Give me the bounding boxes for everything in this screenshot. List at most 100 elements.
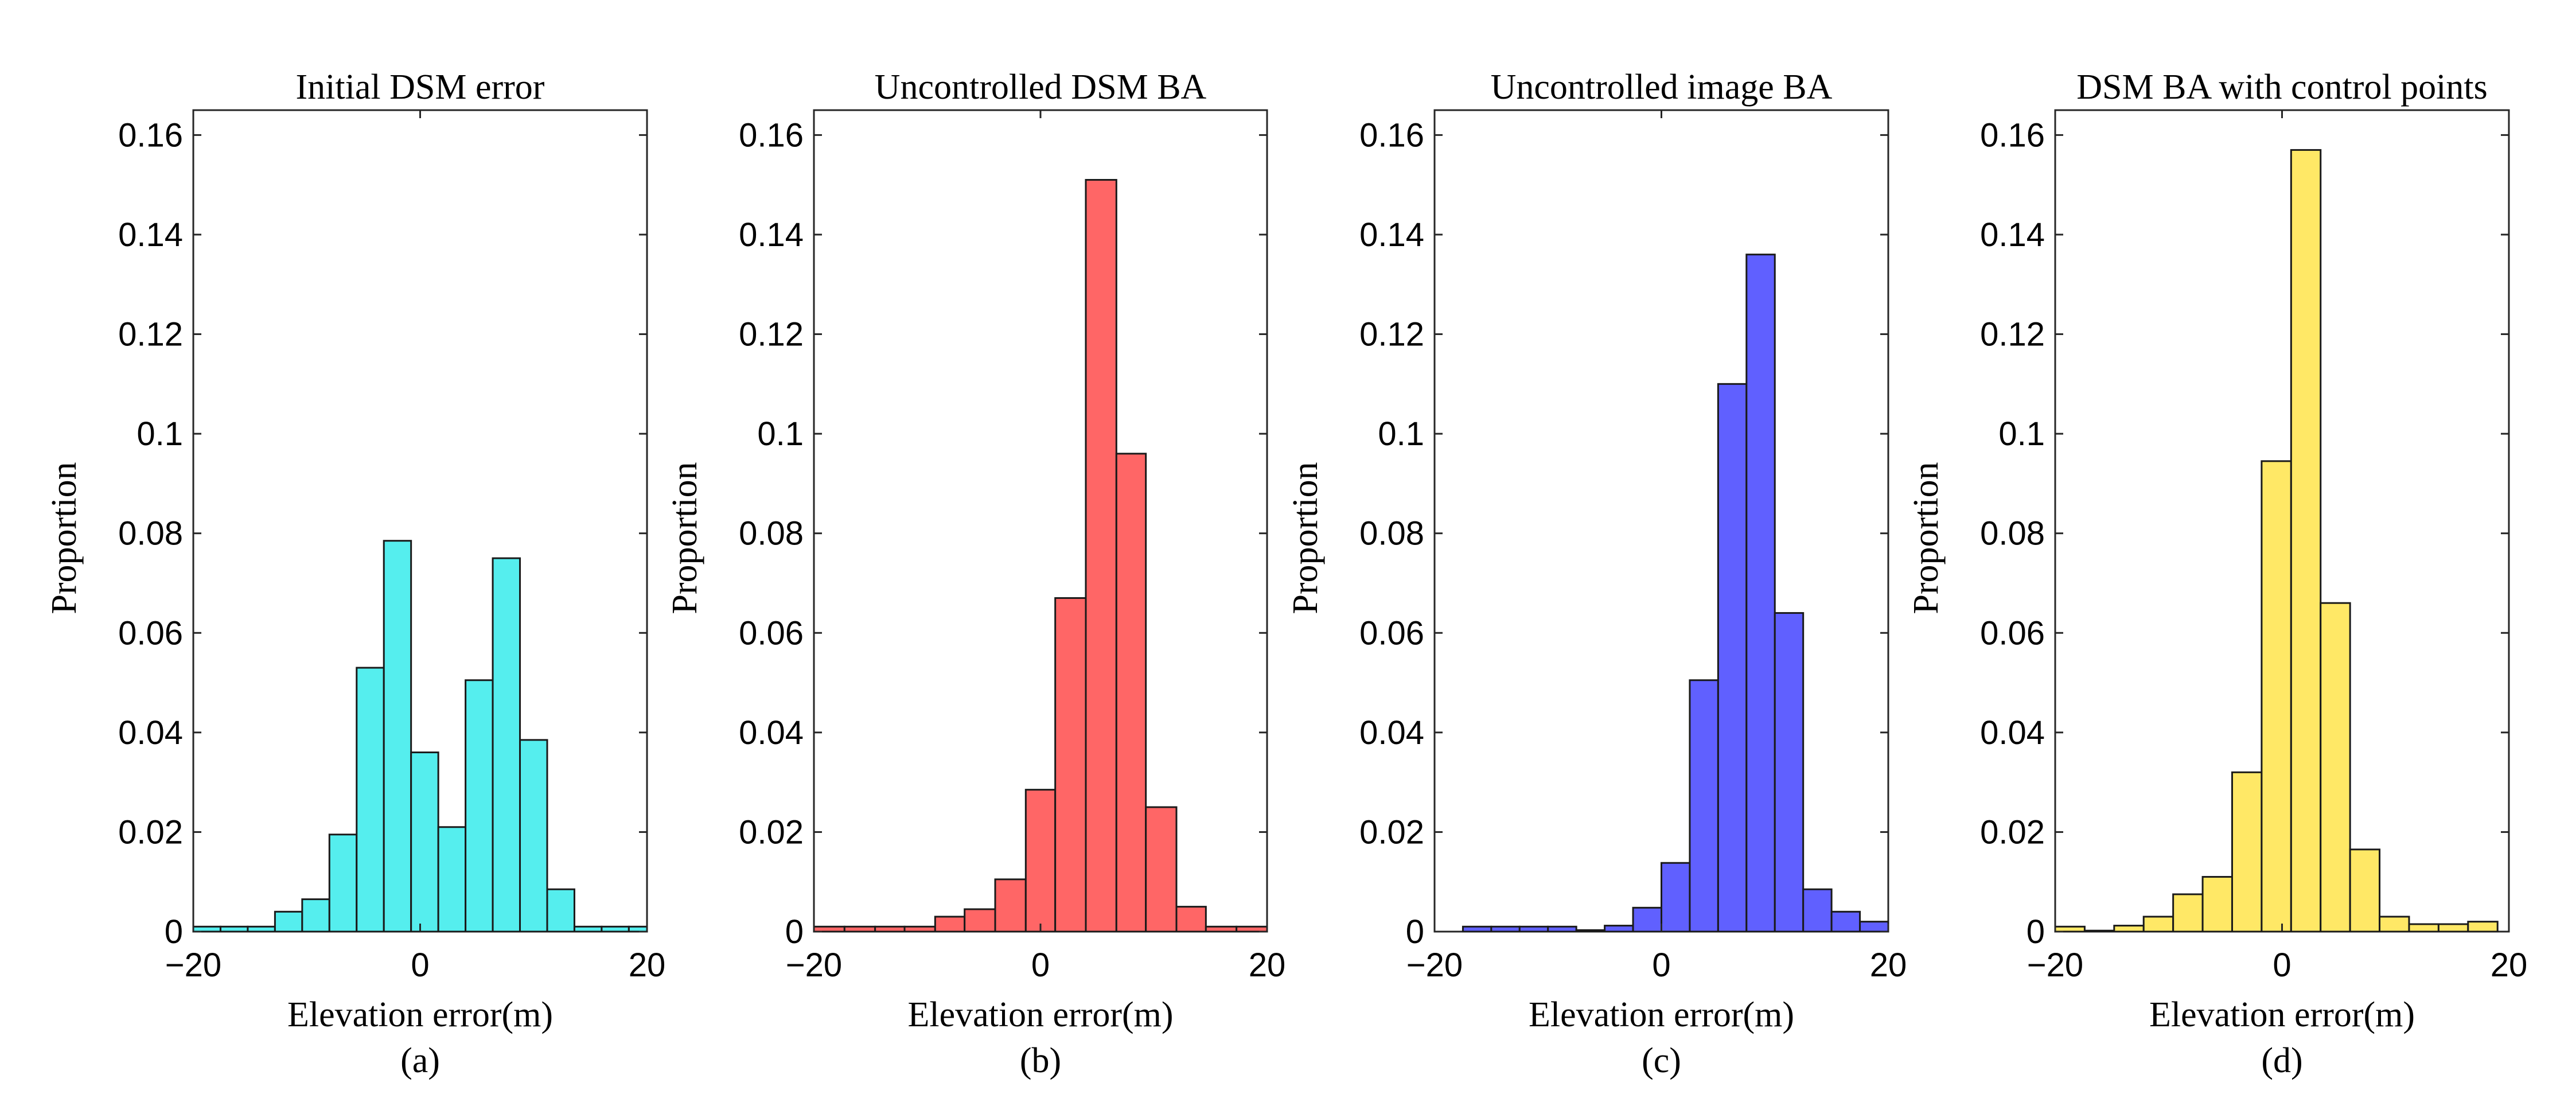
y-tick-label: 0 bbox=[2026, 913, 2045, 951]
histogram-bar bbox=[2142, 916, 2174, 933]
y-tick-label: 0.16 bbox=[739, 116, 804, 154]
histogram-bar bbox=[2467, 921, 2499, 933]
y-tick-label: 0.06 bbox=[739, 614, 804, 652]
y-tick-label: 0.08 bbox=[1980, 515, 2045, 552]
y-tick-label: 0.12 bbox=[118, 316, 183, 353]
y-axis-label: Proportion bbox=[45, 462, 84, 614]
panel-c: 00.020.040.060.080.10.120.140.16−20 0 20Un… bbox=[1286, 68, 1907, 1080]
histogram-bar bbox=[219, 925, 249, 933]
x-tick-label: 0 bbox=[2273, 947, 2291, 984]
histogram-bar bbox=[2408, 923, 2439, 933]
y-tick-label: 0.04 bbox=[118, 714, 183, 751]
y-tick-label: 0.16 bbox=[118, 116, 183, 154]
y-tick-label: 0.02 bbox=[1359, 813, 1424, 851]
histogram-bar bbox=[964, 908, 996, 933]
x-tick-label: −20 bbox=[786, 947, 842, 984]
histogram-bar bbox=[301, 898, 330, 933]
x-tick-label: 0 bbox=[1652, 947, 1670, 984]
y-tick-label: 0.12 bbox=[1980, 316, 2045, 353]
histogram-bar bbox=[1115, 453, 1147, 933]
y-tick-label: 0.12 bbox=[739, 316, 804, 353]
x-tick-label: −20 bbox=[165, 947, 221, 984]
histogram-bar bbox=[1661, 862, 1691, 933]
histogram-bar bbox=[274, 910, 303, 933]
histogram-bar bbox=[1802, 888, 1833, 933]
histogram-bar bbox=[2201, 876, 2233, 933]
x-tick-label: 0 bbox=[1031, 947, 1050, 984]
x-tick-label: −20 bbox=[1406, 947, 1463, 984]
panel-d: 00.020.040.060.080.10.120.140.16−20 0 20DS… bbox=[1907, 68, 2527, 1080]
y-tick-label: 0.04 bbox=[739, 714, 804, 751]
y-tick-label: 0 bbox=[165, 913, 183, 951]
x-axis-label: Elevation error(m) bbox=[2149, 995, 2415, 1034]
y-tick-label: 0.12 bbox=[1359, 316, 1424, 353]
y-tick-label: 0.14 bbox=[118, 216, 183, 254]
histogram-bar bbox=[1518, 925, 1549, 933]
x-axis-label: Elevation error(m) bbox=[287, 995, 553, 1034]
x-tick-label: −20 bbox=[2027, 947, 2083, 984]
histogram-bar bbox=[328, 834, 358, 933]
x-tick-label: 0 bbox=[411, 947, 429, 984]
chart-title: Initial DSM error bbox=[296, 68, 545, 107]
histogram-bar bbox=[2320, 602, 2351, 933]
histogram-bar bbox=[573, 925, 603, 933]
y-tick-label: 0.04 bbox=[1980, 714, 2045, 751]
y-tick-label: 0.14 bbox=[739, 216, 804, 254]
histogram-bar bbox=[601, 925, 630, 933]
panel-sublabel: (a) bbox=[400, 1041, 440, 1080]
histogram-bar bbox=[1717, 383, 1748, 933]
y-tick-label: 0.1 bbox=[137, 415, 183, 453]
y-tick-label: 0.1 bbox=[1378, 415, 1424, 453]
histogram-bar bbox=[2290, 149, 2322, 933]
x-tick-label: 20 bbox=[629, 947, 666, 984]
y-tick-label: 0.06 bbox=[1359, 614, 1424, 652]
histogram-bar bbox=[1632, 906, 1662, 933]
histogram-bar bbox=[1575, 929, 1606, 933]
histogram-bar bbox=[519, 739, 548, 933]
histogram-bar bbox=[903, 925, 936, 933]
y-axis-label: Proportion bbox=[665, 462, 704, 614]
histogram-bar bbox=[874, 925, 906, 933]
histogram-bar bbox=[1085, 179, 1117, 933]
y-tick-label: 0.08 bbox=[118, 515, 183, 552]
histogram-bar bbox=[1859, 921, 1889, 933]
histogram-bar bbox=[1774, 612, 1805, 933]
histogram-bar bbox=[2083, 929, 2115, 933]
histogram-bar bbox=[994, 878, 1027, 933]
histogram-bar bbox=[1054, 597, 1087, 933]
panel-a: 00.020.040.060.080.10.120.140.16−20 0 20In… bbox=[45, 68, 665, 1080]
chart-title: Uncontrolled DSM BA bbox=[875, 68, 1207, 107]
histogram-bar bbox=[492, 557, 521, 933]
panel-sublabel: (d) bbox=[2261, 1041, 2302, 1080]
y-tick-label: 0.02 bbox=[1980, 813, 2045, 851]
plot-frame bbox=[1433, 109, 1889, 933]
histogram-bar bbox=[1490, 925, 1521, 933]
y-tick-label: 0.14 bbox=[1359, 216, 1424, 254]
x-axis-label: Elevation error(m) bbox=[907, 995, 1173, 1034]
x-tick-label: 20 bbox=[2491, 947, 2528, 984]
x-tick-label: 20 bbox=[1870, 947, 1907, 984]
histogram-bar bbox=[1604, 925, 1634, 933]
y-tick-label: 0.14 bbox=[1980, 216, 2045, 254]
histogram-bar bbox=[546, 888, 575, 933]
y-tick-label: 0.04 bbox=[1359, 714, 1424, 751]
y-tick-label: 0.06 bbox=[1980, 614, 2045, 652]
histogram-bar bbox=[2437, 923, 2469, 933]
histogram-bar bbox=[2261, 460, 2292, 933]
histogram-bar bbox=[383, 540, 412, 933]
histogram-bar bbox=[1145, 806, 1178, 933]
histogram-bar bbox=[2379, 916, 2410, 933]
histogram-bar bbox=[934, 916, 966, 933]
y-tick-label: 0.06 bbox=[118, 614, 183, 652]
histogram-bar bbox=[2349, 848, 2381, 933]
histogram-bar bbox=[843, 925, 876, 933]
panel-b: 00.020.040.060.080.10.120.140.16−20 0 20Un… bbox=[665, 68, 1285, 1080]
histogram-bar bbox=[1830, 910, 1861, 933]
y-tick-label: 0.1 bbox=[1998, 415, 2045, 453]
histogram-bar bbox=[1547, 925, 1577, 933]
y-tick-label: 0.02 bbox=[118, 813, 183, 851]
histogram-bar bbox=[1462, 925, 1492, 933]
histogram-bar bbox=[410, 751, 439, 933]
histogram-bar bbox=[356, 667, 385, 933]
